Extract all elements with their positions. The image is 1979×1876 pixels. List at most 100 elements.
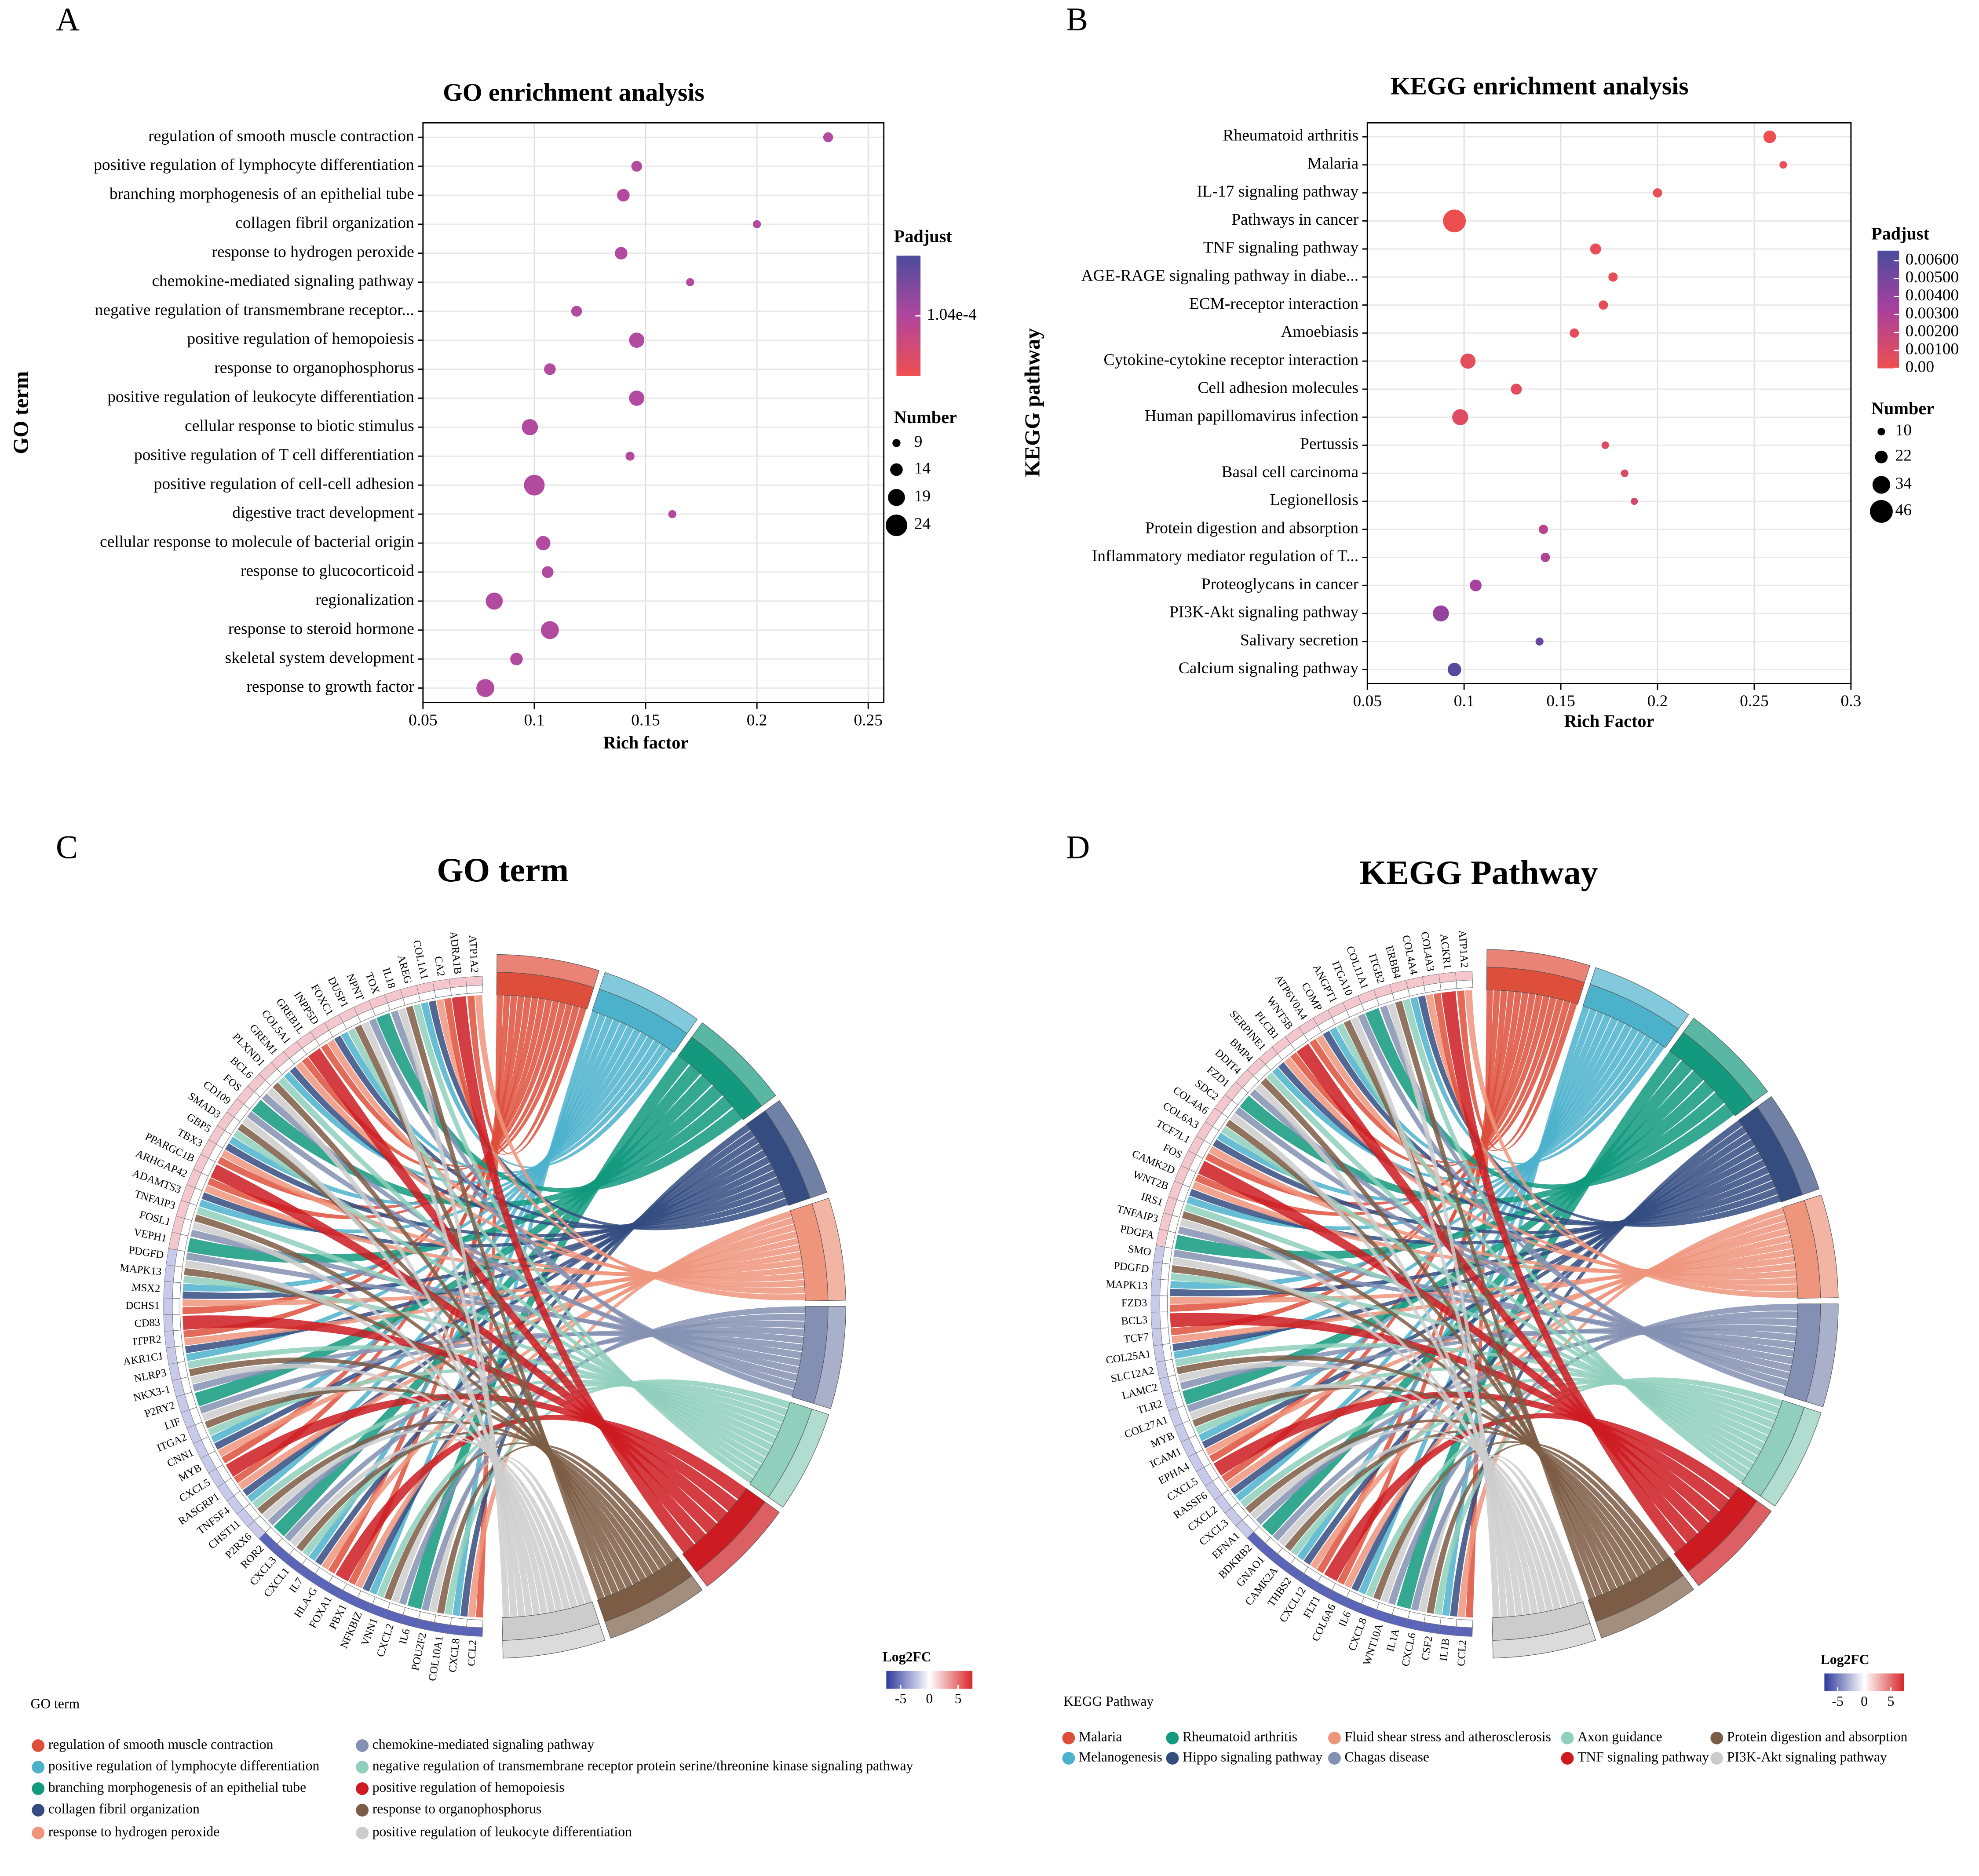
gene-label: TOX	[363, 971, 382, 996]
gene-label: IL6	[1336, 1610, 1354, 1628]
ribbon	[233, 1130, 766, 1464]
gene-label: PDGFA	[1119, 1223, 1156, 1241]
gene-band	[1439, 1624, 1457, 1636]
ribbon	[384, 1442, 672, 1600]
gene-band	[1439, 972, 1457, 983]
gene-label: FOSL1	[138, 1208, 172, 1228]
bubble	[629, 391, 645, 406]
ribbon	[1195, 994, 1543, 1216]
term-arc-outer	[691, 1022, 776, 1107]
ribbons	[182, 995, 806, 1618]
colorbar-tick-label: 1.04e-4	[927, 306, 977, 324]
legend-marker	[356, 1803, 369, 1817]
bubble	[1763, 130, 1776, 143]
legend-title: Log2FC	[883, 1649, 931, 1664]
y-tick-label: Malaria	[1307, 154, 1359, 172]
gene-label: IRS1	[1140, 1190, 1165, 1208]
gene-band	[164, 1330, 175, 1348]
gene-label: TLR2	[1136, 1398, 1164, 1416]
ribbon	[182, 1252, 802, 1307]
bubble	[1433, 605, 1449, 622]
gene-band	[1150, 1278, 1161, 1296]
y-tick-label: AGE-RAGE signaling pathway in diabe...	[1081, 266, 1359, 285]
gene-label: ATP1A2	[1456, 930, 1470, 968]
y-tick-label: collagen fibril organization	[235, 214, 414, 232]
ribbon	[341, 1032, 667, 1174]
gene-label: LAMC2	[1121, 1381, 1159, 1402]
ribbon	[1395, 1000, 1596, 1600]
bubble	[486, 592, 503, 610]
gene-label: IL7	[287, 1576, 305, 1595]
gene-label: CCL2	[465, 1639, 479, 1666]
legend-title: Log2FC	[1821, 1652, 1869, 1667]
plot-area	[1367, 123, 1851, 684]
gene-label: MAPK13	[1106, 1278, 1148, 1292]
gene-label: IL1B	[1438, 1638, 1452, 1661]
ribbon	[284, 1040, 661, 1184]
legend-label: Rheumatoid arthritis	[1183, 1729, 1297, 1745]
bubble	[1631, 497, 1638, 505]
legend-label: negative regulation of transmembrane rec…	[372, 1758, 913, 1774]
ribbon	[1221, 1126, 1758, 1463]
legend-label: Axon guidance	[1577, 1729, 1662, 1745]
legend-title: Padjust	[1871, 224, 1930, 244]
ribbon	[214, 1150, 767, 1450]
legend-marker	[1710, 1752, 1723, 1765]
ribbon	[197, 1207, 770, 1458]
ribbon	[467, 995, 587, 1155]
ribbon	[204, 1387, 653, 1578]
y-tick-label: positive regulation of leukocyte differe…	[107, 388, 414, 406]
bubble	[668, 510, 676, 518]
bubble	[1779, 161, 1787, 169]
legend-marker	[32, 1803, 45, 1817]
y-tick-label: response to steroid hormone	[228, 620, 414, 638]
y-tick-label: positive regulation of T cell differenti…	[134, 446, 414, 464]
gene-label: MYB	[1149, 1430, 1176, 1450]
y-tick-label: TNF signaling pathway	[1203, 239, 1359, 257]
size-legend-mark	[1870, 500, 1893, 523]
gene-band	[465, 1626, 483, 1637]
gene-segment	[1456, 979, 1473, 989]
bubble	[615, 247, 628, 260]
y-tick-label: IL-17 signaling pathway	[1197, 182, 1358, 201]
bubble	[629, 332, 645, 348]
size-legend-label: 19	[914, 487, 931, 505]
legend-label: positive regulation of lymphocyte differ…	[48, 1758, 320, 1774]
y-tick-label: Basal cell carcinoma	[1222, 463, 1359, 481]
ribbon	[192, 1222, 540, 1616]
legend-label: response to organophosphorus	[372, 1801, 542, 1817]
y-tick-label: positive regulation of hemopoiesis	[187, 330, 414, 348]
ribbon	[1324, 1413, 1739, 1581]
term-arc-outer	[813, 1306, 846, 1409]
gene-label: PDGFD	[1113, 1260, 1149, 1275]
gene-band	[1455, 1626, 1473, 1637]
ribbon	[1178, 1361, 1546, 1613]
gene-label: COL25A1	[1105, 1348, 1152, 1366]
y-tick-label: Calcium signaling pathway	[1179, 659, 1359, 677]
term-arc-outer	[811, 1197, 846, 1301]
y-axis-label: GO term	[8, 371, 33, 454]
y-axis-label: KEGG pathway	[1020, 328, 1044, 477]
ribbon	[444, 998, 580, 1155]
bubble	[1460, 353, 1476, 369]
gene-band	[1150, 1312, 1161, 1329]
legend-label: response to hydrogen peroxide	[48, 1824, 219, 1839]
legend-marker	[1710, 1731, 1723, 1745]
bubble	[752, 220, 761, 229]
ribbon	[1433, 993, 1570, 1151]
legend-marker	[1062, 1731, 1075, 1745]
ribbon	[1230, 1139, 1755, 1495]
gene-label: CXCL6	[1399, 1631, 1418, 1667]
y-tick-label: Legionellosis	[1270, 491, 1359, 509]
bubble	[544, 363, 556, 375]
y-tick-label: negative regulation of transmembrane rec…	[95, 301, 414, 319]
y-tick-label: Rheumatoid arthritis	[1223, 127, 1359, 145]
x-axis-label: Rich factor	[603, 733, 689, 752]
gene-label: ERBB4	[1383, 945, 1403, 980]
ribbon	[1457, 990, 1577, 1151]
size-legend-label: 22	[1895, 447, 1912, 465]
bubble	[1452, 409, 1468, 425]
gene-label: CXCL2	[374, 1622, 396, 1658]
y-tick-label: response to glucocorticoid	[241, 562, 414, 580]
ribbon	[1179, 1219, 1531, 1616]
